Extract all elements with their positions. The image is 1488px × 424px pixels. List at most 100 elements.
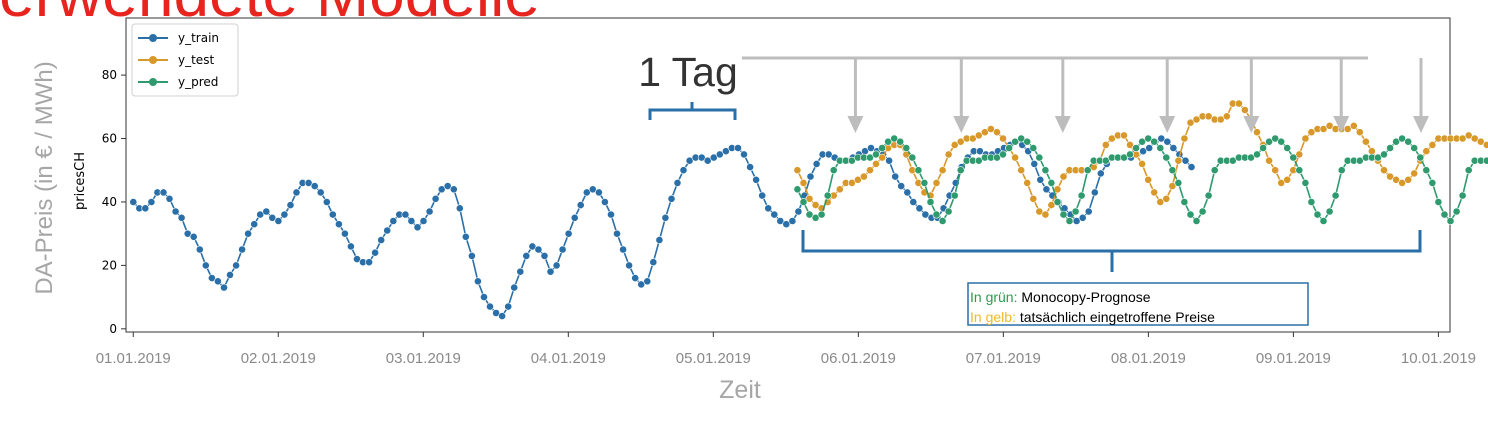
data-point: [407, 217, 416, 225]
data-point: [486, 302, 494, 311]
data-point: [1247, 153, 1255, 162]
slide-title: Verwendete Modelle: [0, 0, 540, 26]
data-point: [576, 201, 585, 209]
x-tick-label: 07.01.2019: [966, 350, 1041, 367]
data-point: [207, 274, 216, 282]
data-point: [1168, 166, 1177, 175]
data-point: [667, 194, 676, 203]
data-point: [353, 255, 361, 263]
data-point: [558, 245, 567, 254]
data-point: [993, 153, 1001, 162]
data-point: [1120, 131, 1128, 140]
data-point: [1398, 134, 1406, 143]
y-tick-label: 60: [102, 132, 117, 146]
down-arrow-head: [953, 116, 970, 133]
data-point: [878, 144, 886, 152]
data-point: [1210, 166, 1219, 175]
legend-label-y-pred: y_pred: [178, 75, 218, 89]
data-point: [1005, 144, 1013, 152]
data-point: [1422, 166, 1431, 175]
data-point: [1482, 156, 1488, 165]
data-point: [1108, 134, 1116, 143]
data-point: [1277, 178, 1286, 187]
data-point: [722, 147, 730, 156]
data-point: [1482, 141, 1488, 149]
note-green: In grün: Monocopy-Prognose: [970, 289, 1151, 305]
data-point: [1157, 134, 1166, 143]
data-point: [534, 245, 543, 254]
data-point: [1192, 217, 1201, 225]
data-point: [238, 245, 246, 254]
data-point: [383, 226, 392, 235]
data-point: [891, 172, 900, 181]
data-point: [1047, 178, 1056, 187]
series-layer: [129, 99, 1488, 320]
data-point: [1101, 140, 1110, 149]
data-point: [540, 251, 549, 260]
data-point: [1162, 194, 1171, 203]
data-point: [914, 166, 923, 175]
data-point: [504, 302, 513, 311]
legend-entry-y-pred: y_pred: [138, 75, 218, 89]
data-point: [262, 207, 271, 216]
data-point: [1126, 140, 1134, 149]
data-point: [921, 210, 930, 219]
data-point: [799, 198, 808, 206]
data-point: [1059, 172, 1068, 181]
data-point: [1035, 207, 1044, 216]
data-point: [1319, 217, 1328, 225]
data-point: [878, 153, 886, 162]
data-point: [189, 232, 198, 241]
data-point: [389, 217, 398, 225]
data-point: [1192, 115, 1201, 124]
data-point: [1398, 178, 1406, 187]
data-point: [703, 156, 712, 165]
data-point: [932, 178, 941, 187]
series-y-test: [793, 99, 1488, 219]
down-arrow-head: [1243, 116, 1260, 133]
day-label: 1 Tag: [638, 49, 738, 95]
data-point: [1271, 166, 1280, 175]
data-point: [1139, 147, 1147, 156]
data-point: [782, 220, 791, 229]
data-point: [884, 137, 892, 146]
data-point: [776, 217, 785, 225]
data-point: [1168, 182, 1177, 190]
data-point: [1042, 185, 1051, 194]
data-point: [1374, 153, 1382, 162]
data-point: [371, 248, 379, 257]
data-point: [685, 156, 694, 165]
data-point: [885, 156, 893, 165]
data-point: [1319, 125, 1328, 133]
data-point: [1084, 207, 1093, 216]
data-point: [1295, 150, 1304, 159]
x-tick-label: 02.01.2019: [241, 350, 316, 367]
data-point: [824, 150, 833, 159]
data-point: [811, 213, 820, 222]
data-point: [1464, 166, 1473, 175]
data-point: [734, 144, 742, 152]
data-point: [1265, 137, 1273, 146]
data-point: [1428, 140, 1437, 149]
data-point: [679, 166, 688, 175]
data-point: [649, 258, 658, 267]
y-axis-inner-label: pricesCH: [73, 152, 88, 210]
data-point: [492, 309, 500, 317]
data-point: [268, 213, 277, 222]
data-point: [1440, 210, 1449, 219]
data-point: [516, 267, 525, 276]
data-point: [981, 128, 989, 137]
data-point: [1096, 169, 1105, 178]
note-yellow-text: tatsächlich eingetroffene Preise: [1020, 309, 1215, 325]
data-point: [431, 194, 440, 203]
data-point: [1283, 175, 1292, 184]
data-point: [1186, 210, 1195, 219]
data-point: [1169, 144, 1178, 152]
data-point: [1410, 144, 1419, 152]
down-arrow-head: [1412, 116, 1429, 133]
data-point: [1283, 144, 1292, 152]
annotation-layer: [648, 56, 1429, 272]
data-point: [909, 198, 918, 206]
data-point: [1180, 134, 1189, 143]
legend-box: [131, 23, 239, 97]
